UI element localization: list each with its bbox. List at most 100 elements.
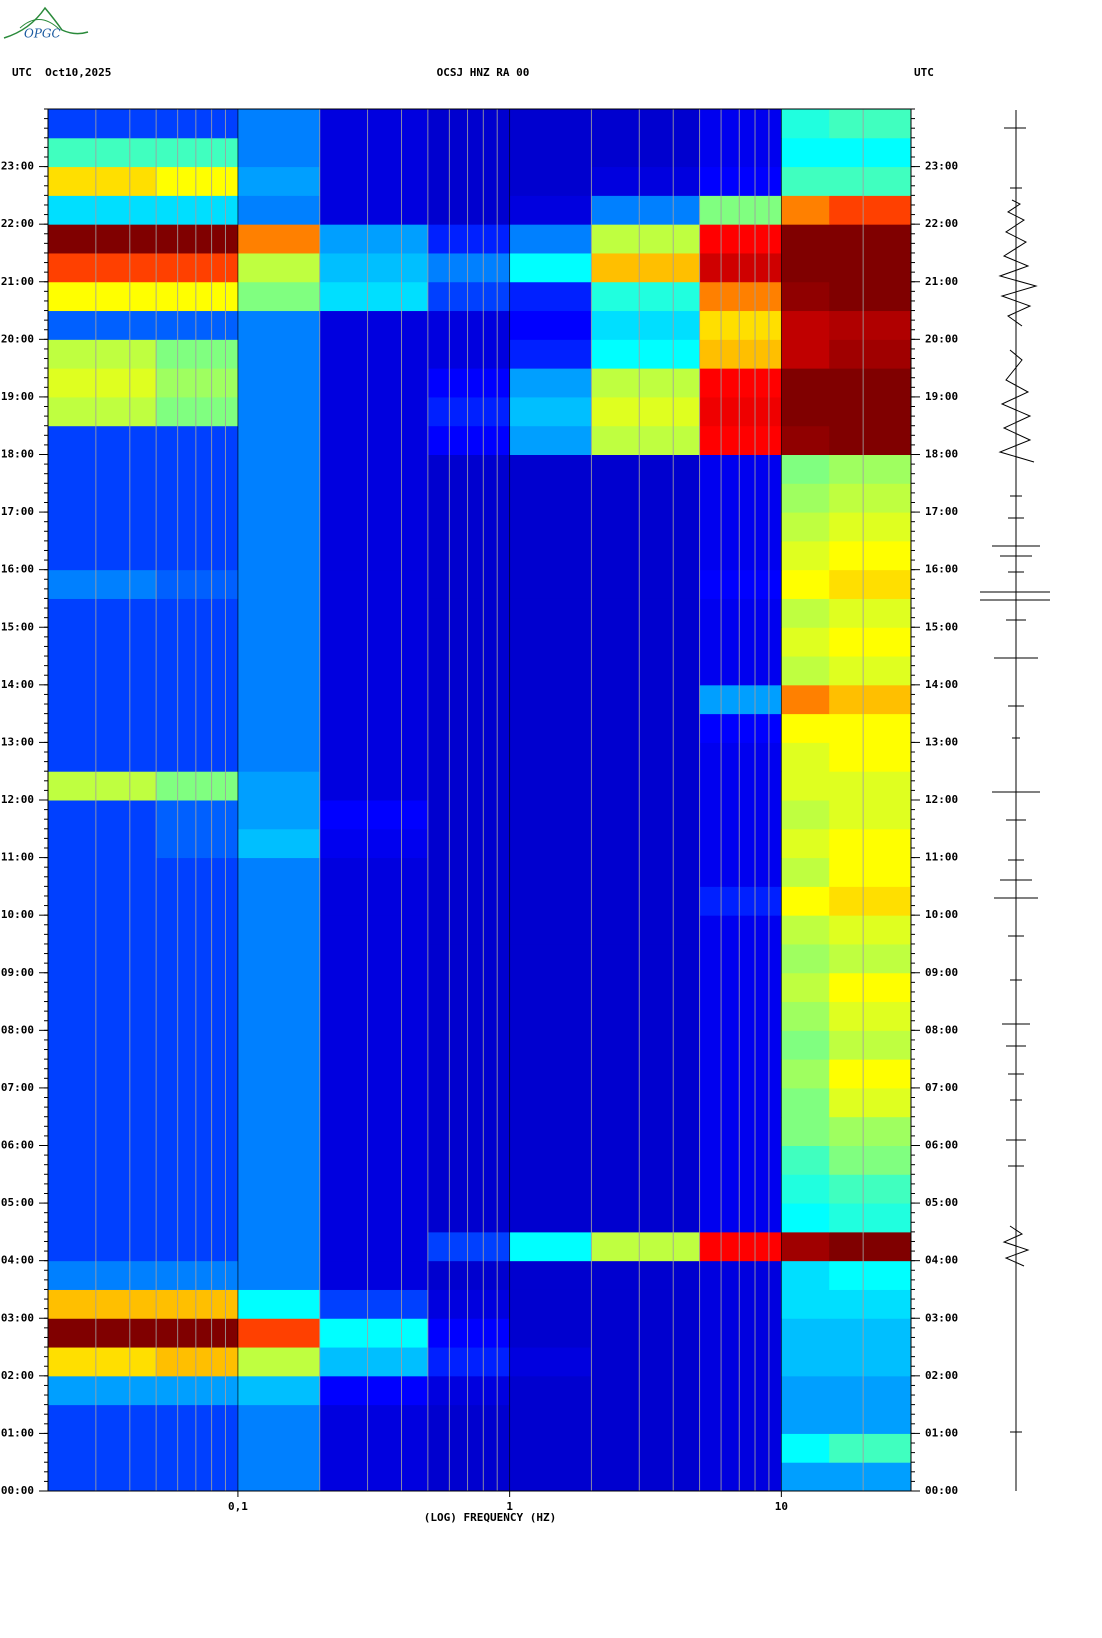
spectrogram-cell [829,1462,912,1492]
spectrogram-cell [781,195,830,225]
spectrogram-cell [427,166,511,196]
spectrogram-cell [48,569,157,599]
y-tick-label: 23:00 [1,160,34,173]
spectrogram-cell [427,1116,511,1146]
spectrogram-cell [319,1059,429,1089]
spectrogram-cell [319,1116,429,1146]
spectrogram-cell [591,166,701,196]
spectrogram-cell [319,1433,429,1463]
spectrogram-cell [48,1030,157,1060]
spectrogram-cell [699,1030,782,1060]
spectrogram-cell [156,512,239,542]
grid [95,109,864,1491]
spectrogram-cell [509,310,592,340]
spectrogram-cell [48,1462,157,1492]
spectrogram-cell [237,742,321,772]
spectrogram-cell [781,569,830,599]
y-tick-label-right: 02:00 [925,1369,958,1382]
spectrogram-cell [829,943,912,974]
spectrogram-cell [699,368,782,398]
spectrogram-cell [591,1116,701,1146]
spectrogram-cell [48,943,157,974]
spectrogram-cell [427,1001,511,1031]
spectrogram-cell [781,1375,830,1406]
spectrogram-cell [829,598,912,628]
spectrogram-cell [509,1030,592,1060]
spectrogram-cell [829,1059,912,1089]
spectrogram-cell [829,569,912,599]
spectrogram-cell [509,886,592,916]
spectrogram-cell [699,656,782,686]
spectrogram-cell [427,368,511,398]
spectrogram-cell [319,166,429,196]
spectrogram-cell [427,656,511,686]
spectrogram-cell [237,195,321,225]
spectrogram-cell [509,1462,592,1492]
spectrogram-cell [237,281,321,312]
spectrogram-cell [319,1087,429,1118]
spectrogram-cell [591,310,701,340]
spectrogram-cell [319,425,429,455]
x-tick-label: 1 [506,1500,513,1513]
spectrogram-cell [781,742,830,772]
spectrogram-cell [237,684,321,715]
x-tick-label: 0,1 [228,1500,248,1513]
spectrogram-cell [237,598,321,628]
spectrogram-cell [48,915,157,945]
y-tick-label: 08:00 [1,1023,34,1036]
spectrogram-cell [427,252,511,283]
spectrogram-cell [829,1174,912,1204]
spectrogram-cell [509,1231,592,1262]
spectrogram-cell [509,109,592,139]
spectrogram-cell [48,224,157,254]
spectrogram-cell [427,1087,511,1118]
spectrogram-cell [237,1462,321,1492]
spectrogram-cell [591,1087,701,1118]
spectrogram-cell [591,1462,701,1492]
spectrogram-cell [427,425,511,455]
spectrogram-cell [781,800,830,830]
y-tick-label-right: 06:00 [925,1139,958,1152]
spectrogram-cell [781,828,830,859]
spectrogram-cell [699,857,782,887]
spectrogram-cell [427,1231,511,1262]
spectrogram-cell [699,1231,782,1262]
spectrogram-cell [829,224,912,254]
spectrogram-cell [781,310,830,340]
spectrogram-cell [591,1231,701,1262]
spectrogram-cell [156,109,239,139]
spectrogram-cell [48,713,157,743]
spectrogram-cell [427,483,511,513]
spectrogram-cell [829,396,912,427]
spectrogram-cell [156,1318,239,1348]
spectrogram-cell [319,943,429,974]
spectrogram-cell [699,828,782,859]
spectrogram-cell [237,1087,321,1118]
spectrogram-cell [591,972,701,1003]
spectrogram-cell [156,1059,239,1089]
spectrogram-cell [427,454,511,484]
spectrogram-cell [156,857,239,887]
spectrogram-cell [591,857,701,887]
spectrogram-cell [427,1404,511,1434]
spectrogram-cell [591,569,701,599]
y-tick-label: 18:00 [1,448,34,461]
spectrogram-cell [699,281,782,312]
spectrogram-cell [591,713,701,743]
spectrogram-cell [237,1203,321,1233]
spectrogram-cell [319,109,429,139]
spectrogram-cell [48,1318,157,1348]
spectrogram-cell [237,425,321,455]
spectrogram-cell [237,1059,321,1089]
spectrogram-cell [781,972,830,1003]
spectrogram-cell [156,310,239,340]
spectrogram-cell [319,310,429,340]
spectrogram-cell [319,742,429,772]
spectrogram-cell [591,627,701,657]
spectrogram-cell [319,368,429,398]
spectrogram-cell [48,252,157,283]
spectrogram-cell [427,713,511,743]
spectrogram-cell [156,483,239,513]
spectrogram-cell [319,195,429,225]
spectrogram-cell [319,512,429,542]
